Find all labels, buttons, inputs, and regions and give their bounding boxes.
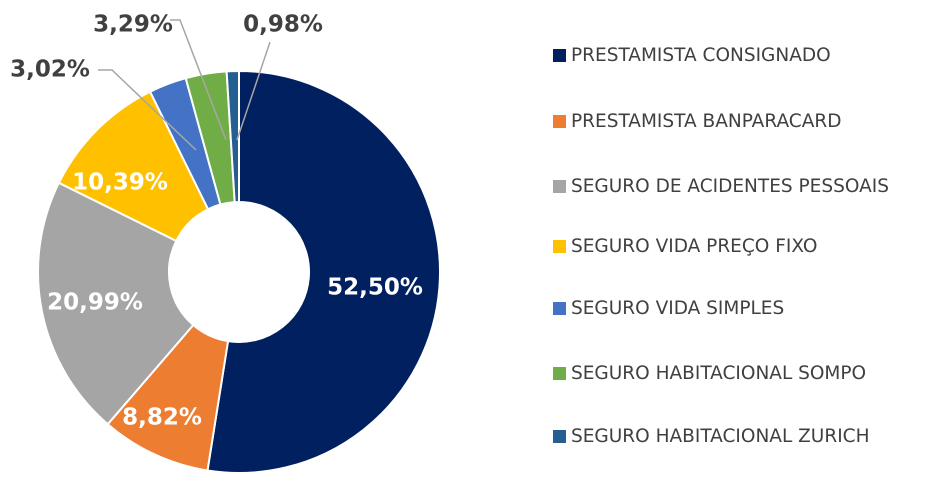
leader-line [236, 41, 271, 141]
legend-label: SEGURO HABITACIONAL ZURICH [571, 426, 869, 447]
data-label: 8,82% [122, 405, 202, 431]
legend-swatch [553, 180, 566, 193]
leader-line [170, 19, 227, 141]
legend-swatch [553, 240, 566, 253]
legend-swatch [553, 367, 566, 380]
slice [57, 90, 210, 243]
legend-label: PRESTAMISTA CONSIGNADO [571, 45, 831, 66]
data-label: 10,39% [72, 170, 168, 196]
legend-swatch [553, 49, 566, 62]
legend-swatch [553, 302, 566, 315]
legend-swatch [553, 115, 566, 128]
data-label: 3,29% [93, 12, 173, 38]
legend-label: SEGURO VIDA SIMPLES [571, 298, 784, 319]
legend-label: SEGURO DE ACIDENTES PESSOAIS [571, 176, 889, 197]
slice [37, 181, 195, 426]
legend-label: PRESTAMISTA BANPARACARD [571, 111, 841, 132]
leader-line [98, 69, 197, 151]
data-label: 20,99% [47, 290, 143, 316]
slice [206, 69, 441, 474]
data-label: 0,98% [243, 12, 323, 38]
slice [225, 69, 240, 204]
legend-label: SEGURO VIDA PREÇO FIXO [571, 236, 817, 257]
data-label: 52,50% [327, 275, 423, 301]
legend-swatch [553, 430, 566, 443]
legend-label: SEGURO HABITACIONAL SOMPO [571, 363, 866, 384]
data-label: 3,02% [10, 57, 90, 83]
